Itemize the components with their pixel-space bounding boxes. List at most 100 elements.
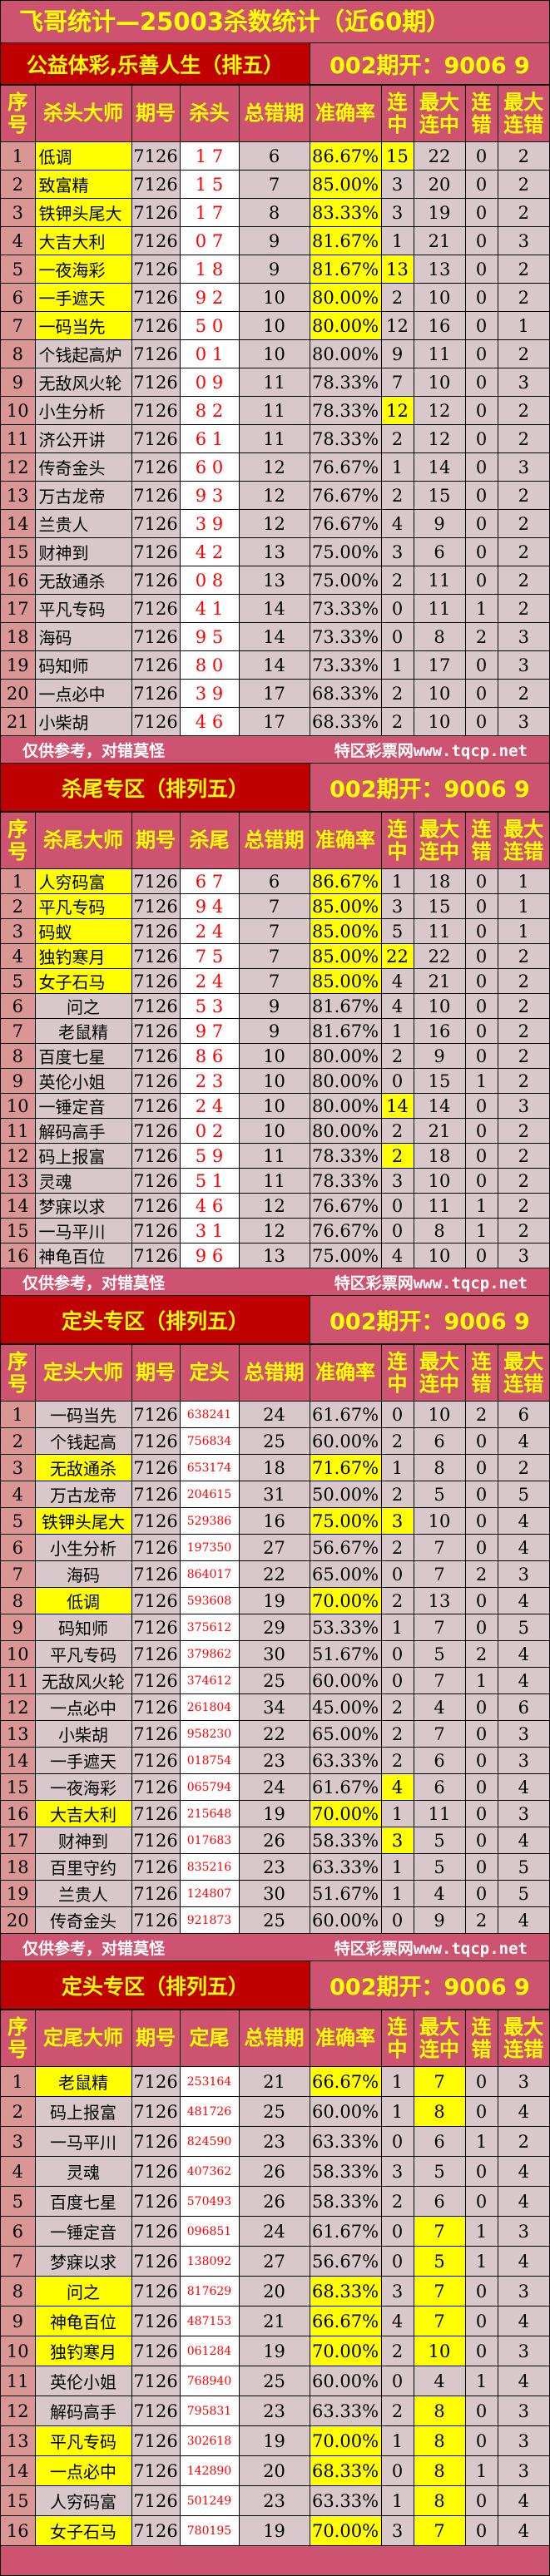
cell-seq: 17 <box>1 1827 36 1854</box>
cell-max-streak-miss: 3 <box>497 368 549 397</box>
cell-streak-hit: 3 <box>380 1168 414 1194</box>
cell-streak-hit: 4 <box>380 968 414 994</box>
column-header-accuracy: 准确率 <box>309 812 382 869</box>
cell-max-streak-hit: 11 <box>413 594 466 623</box>
cell-pick: 253164 <box>179 2066 240 2097</box>
cell-issue: 7126 <box>131 594 181 623</box>
cell-streak-hit: 2 <box>380 1427 414 1455</box>
cell-master: 低调 <box>34 1587 132 1614</box>
cell-accuracy: 53.33% <box>309 1614 382 1641</box>
cell-issue: 7126 <box>131 679 181 708</box>
cell-master: 一手遮天 <box>34 1747 132 1774</box>
cell-pick: 8 2 <box>179 396 240 425</box>
cell-max-streak-miss: 2 <box>497 141 549 171</box>
cell-max-streak-hit: 20 <box>413 170 466 199</box>
disclaimer-footer: 仅供参考，对错莫怪 特区彩票网www.tqcp.net <box>1 1268 549 1296</box>
cell-streak-miss: 0 <box>464 283 498 312</box>
cell-total-errors: 27 <box>238 1534 310 1561</box>
cell-issue: 7126 <box>131 1243 181 1268</box>
cell-streak-miss: 0 <box>464 368 498 397</box>
cell-master: 平凡专码 <box>34 893 132 919</box>
table-row: 11 无敌风火轮 7126 374612 25 60.00% 0 7 1 4 <box>1 1667 549 1694</box>
cell-max-streak-miss: 4 <box>497 2156 549 2187</box>
cell-streak-hit: 22 <box>380 943 414 969</box>
cell-pick: 6 1 <box>179 424 240 453</box>
site-link[interactable]: 特区彩票网www.tqcp.net <box>334 1273 528 1293</box>
cell-seq: 6 <box>1 1534 36 1561</box>
site-link[interactable]: 特区彩票网www.tqcp.net <box>334 741 528 760</box>
cell-accuracy: 76.67% <box>309 509 382 538</box>
cell-total-errors: 7 <box>238 893 310 919</box>
cell-accuracy: 80.00% <box>309 1043 382 1069</box>
cell-accuracy: 60.00% <box>309 2366 382 2396</box>
table-row: 12 传奇金头 7126 6 0 12 76.67% 1 14 0 3 <box>1 452 549 482</box>
cell-issue: 7126 <box>131 1853 181 1881</box>
cell-streak-hit: 3 <box>380 1507 414 1535</box>
cell-issue: 7126 <box>131 1018 181 1044</box>
table-row: 15 人穷码富 7126 501249 23 63.33% 1 8 0 4 <box>1 2485 549 2516</box>
cell-streak-hit: 0 <box>380 594 414 623</box>
table-row: 21 小柴胡 7126 4 6 17 68.33% 2 10 0 3 <box>1 707 549 736</box>
cell-streak-hit: 2 <box>380 1693 414 1721</box>
cell-seq: 7 <box>1 1560 36 1588</box>
cell-streak-hit: 4 <box>380 509 414 538</box>
table-row: 7 海码 7126 864017 22 65.00% 0 7 2 3 <box>1 1560 549 1588</box>
cell-issue: 7126 <box>131 1587 181 1614</box>
cell-total-errors: 13 <box>238 537 310 566</box>
cell-seq: 11 <box>1 424 36 453</box>
site-link[interactable]: 特区彩票网www.tqcp.net <box>334 1939 528 1958</box>
cell-issue: 7126 <box>131 1773 181 1801</box>
column-header-max-streak-hit: 最大连中 <box>413 1344 466 1402</box>
cell-pick: 061284 <box>179 2336 240 2366</box>
cell-accuracy: 78.33% <box>309 368 382 397</box>
table-header-row: 序号 定头大师 期号 定头 总错期 准确率 连中 最大连中 连错 最大连错 <box>1 1344 549 1402</box>
cell-pick: 2 4 <box>179 918 240 944</box>
cell-total-errors: 26 <box>238 2156 310 2187</box>
cell-issue: 7126 <box>131 1168 181 1194</box>
cell-total-errors: 10 <box>238 283 310 312</box>
cell-issue: 7126 <box>131 566 181 595</box>
cell-issue: 7126 <box>131 481 181 510</box>
table-row: 14 兰贵人 7126 3 9 12 76.67% 4 9 0 2 <box>1 509 549 538</box>
table-row: 1 老鼠精 7126 253164 21 66.67% 1 7 0 3 <box>1 2066 549 2097</box>
cell-streak-hit: 2 <box>380 1587 414 1614</box>
cell-master: 一夜海彩 <box>34 255 132 284</box>
cell-pick: 2 3 <box>179 1068 240 1094</box>
cell-max-streak-miss: 2 <box>497 537 549 566</box>
column-header-streak-miss: 连错 <box>464 812 498 869</box>
cell-pick: 3 9 <box>179 679 240 708</box>
cell-pick: 065794 <box>179 1773 240 1801</box>
disclaimer-footer: 仅供参考，对错莫怪 特区彩票网www.tqcp.net <box>1 736 549 764</box>
table-row: 7 老鼠精 7126 9 7 9 81.67% 1 16 0 2 <box>1 1018 549 1044</box>
section-header: 杀尾专区（排列五） 002期开：9006 9 <box>1 764 549 812</box>
cell-issue: 7126 <box>131 424 181 453</box>
table-row: 10 一锤定音 7126 2 4 10 80.00% 14 14 0 3 <box>1 1093 549 1119</box>
cell-max-streak-hit: 12 <box>413 424 466 453</box>
column-header-seq: 序号 <box>1 1344 36 1402</box>
cell-pick: 374612 <box>179 1667 240 1694</box>
cell-total-errors: 16 <box>238 1507 310 1535</box>
cell-pick: 407362 <box>179 2156 240 2187</box>
cell-streak-hit: 2 <box>380 1720 414 1748</box>
cell-accuracy: 66.67% <box>309 2066 382 2097</box>
cell-streak-miss: 0 <box>464 566 498 595</box>
cell-pick: 302618 <box>179 2425 240 2456</box>
cell-accuracy: 66.67% <box>309 2306 382 2336</box>
cell-max-streak-miss: 3 <box>497 622 549 651</box>
cell-max-streak-hit: 5 <box>413 1481 466 1508</box>
cell-issue: 7126 <box>131 2156 181 2187</box>
column-header-max-streak-hit: 最大连中 <box>413 85 466 142</box>
cell-issue: 7126 <box>131 2306 181 2336</box>
cell-accuracy: 61.67% <box>309 2216 382 2247</box>
cell-streak-hit: 15 <box>380 141 414 171</box>
cell-master: 万古龙帝 <box>34 1481 132 1508</box>
cell-seq: 16 <box>1 566 36 595</box>
cell-streak-hit: 0 <box>380 2126 414 2157</box>
cell-streak-hit: 4 <box>380 1243 414 1268</box>
column-header-pick: 杀尾 <box>179 812 240 869</box>
cell-pick: 8 0 <box>179 650 240 680</box>
cell-seq: 3 <box>1 918 36 944</box>
cell-max-streak-hit: 8 <box>413 2396 466 2426</box>
cell-seq: 12 <box>1 1143 36 1169</box>
cell-max-streak-miss: 3 <box>497 2336 549 2366</box>
